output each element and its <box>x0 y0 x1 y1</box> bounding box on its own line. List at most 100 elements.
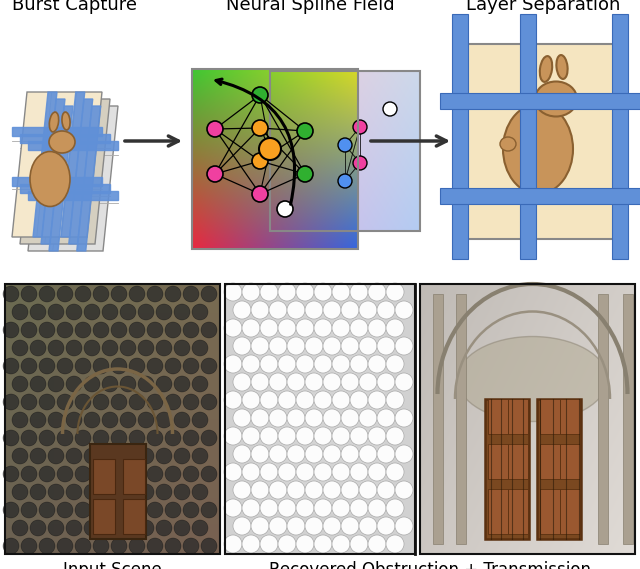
Circle shape <box>156 448 172 464</box>
Polygon shape <box>28 191 118 200</box>
Circle shape <box>395 517 413 535</box>
Circle shape <box>102 448 118 464</box>
Circle shape <box>84 520 100 536</box>
Circle shape <box>353 120 367 134</box>
Circle shape <box>296 499 314 517</box>
Circle shape <box>12 520 28 536</box>
Circle shape <box>386 283 404 301</box>
Polygon shape <box>20 184 110 193</box>
Circle shape <box>21 322 37 338</box>
Circle shape <box>156 304 172 320</box>
Circle shape <box>359 517 377 535</box>
Circle shape <box>192 340 208 356</box>
Bar <box>623 294 632 544</box>
Ellipse shape <box>540 56 552 82</box>
Circle shape <box>269 409 287 427</box>
Circle shape <box>21 430 37 446</box>
Bar <box>540 399 559 434</box>
Circle shape <box>30 484 46 500</box>
Circle shape <box>233 409 251 427</box>
Circle shape <box>386 355 404 373</box>
Circle shape <box>377 481 395 499</box>
Circle shape <box>183 466 199 482</box>
Polygon shape <box>28 141 118 150</box>
Circle shape <box>251 445 269 463</box>
Circle shape <box>93 358 109 374</box>
Circle shape <box>368 283 386 301</box>
Circle shape <box>242 499 260 517</box>
Circle shape <box>287 445 305 463</box>
Polygon shape <box>28 106 118 251</box>
Circle shape <box>75 430 91 446</box>
Circle shape <box>48 520 64 536</box>
Circle shape <box>252 186 268 202</box>
Circle shape <box>57 358 73 374</box>
Circle shape <box>192 304 208 320</box>
Circle shape <box>3 538 19 554</box>
Circle shape <box>138 412 154 428</box>
Circle shape <box>296 391 314 409</box>
Circle shape <box>147 538 163 554</box>
Circle shape <box>269 445 287 463</box>
Polygon shape <box>41 99 65 244</box>
Circle shape <box>314 355 332 373</box>
Circle shape <box>192 376 208 392</box>
Circle shape <box>93 394 109 410</box>
Bar <box>90 444 145 539</box>
Circle shape <box>341 517 359 535</box>
Circle shape <box>377 409 395 427</box>
Circle shape <box>259 138 281 160</box>
Circle shape <box>269 301 287 319</box>
Circle shape <box>147 394 163 410</box>
Circle shape <box>183 430 199 446</box>
Circle shape <box>242 319 260 337</box>
Circle shape <box>48 484 64 500</box>
Circle shape <box>386 535 404 553</box>
Circle shape <box>129 430 145 446</box>
Circle shape <box>138 520 154 536</box>
Circle shape <box>192 520 208 536</box>
Circle shape <box>332 319 350 337</box>
Bar <box>508 489 527 534</box>
Bar <box>225 284 415 554</box>
Text: Layer Separation: Layer Separation <box>466 0 620 14</box>
Circle shape <box>305 373 323 391</box>
Circle shape <box>39 430 55 446</box>
Polygon shape <box>77 106 100 251</box>
Circle shape <box>39 322 55 338</box>
Circle shape <box>386 427 404 445</box>
Circle shape <box>3 286 19 302</box>
Circle shape <box>75 358 91 374</box>
Circle shape <box>278 535 296 553</box>
Circle shape <box>102 304 118 320</box>
Circle shape <box>84 484 100 500</box>
Circle shape <box>111 502 127 518</box>
Bar <box>5 284 220 554</box>
Circle shape <box>368 499 386 517</box>
Circle shape <box>251 373 269 391</box>
Circle shape <box>129 538 145 554</box>
Circle shape <box>21 538 37 554</box>
Circle shape <box>111 394 127 410</box>
Circle shape <box>48 340 64 356</box>
Circle shape <box>3 466 19 482</box>
Circle shape <box>395 337 413 355</box>
Circle shape <box>39 358 55 374</box>
Circle shape <box>386 463 404 481</box>
Circle shape <box>174 304 190 320</box>
Circle shape <box>21 358 37 374</box>
Circle shape <box>395 445 413 463</box>
Circle shape <box>368 463 386 481</box>
Circle shape <box>129 502 145 518</box>
Circle shape <box>368 355 386 373</box>
Circle shape <box>296 427 314 445</box>
Circle shape <box>314 319 332 337</box>
Circle shape <box>156 412 172 428</box>
Circle shape <box>277 201 293 217</box>
Circle shape <box>66 448 82 464</box>
Circle shape <box>377 301 395 319</box>
Circle shape <box>242 535 260 553</box>
Circle shape <box>323 301 341 319</box>
Circle shape <box>251 481 269 499</box>
Circle shape <box>66 484 82 500</box>
